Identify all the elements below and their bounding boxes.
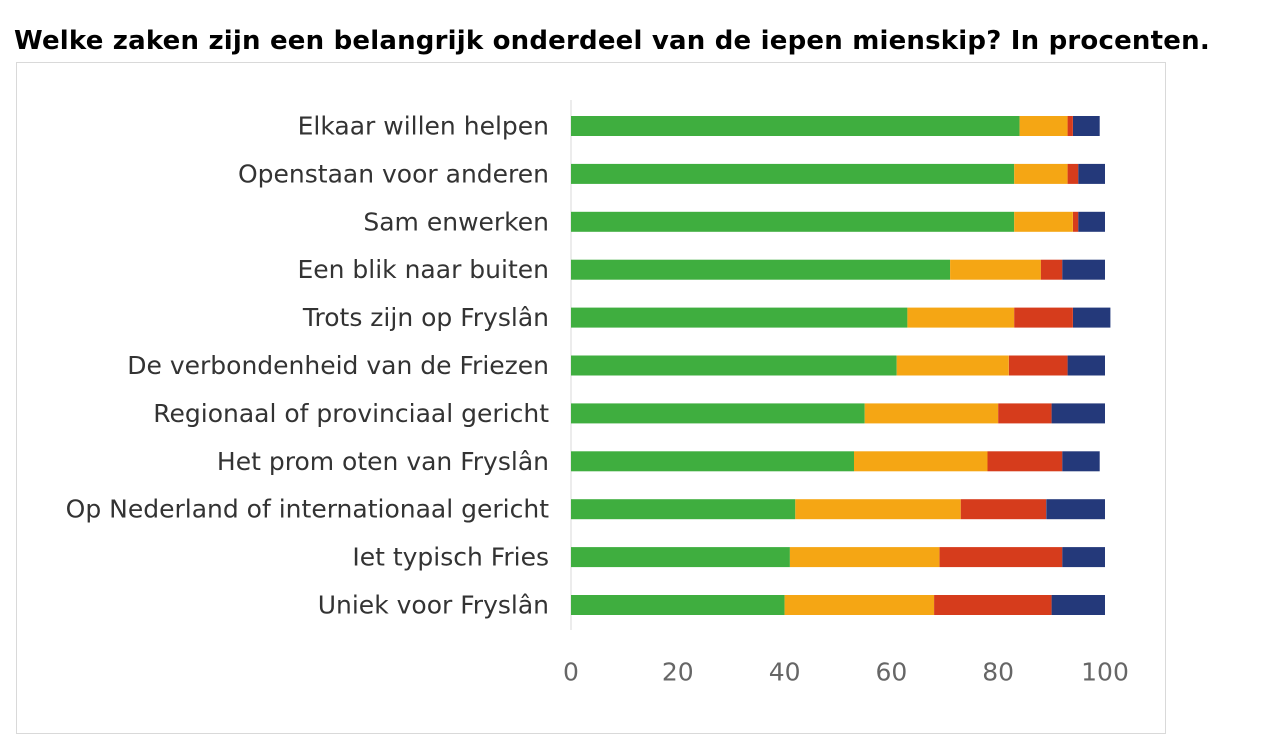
bar-segment [571, 211, 1015, 232]
bar-segment [571, 499, 796, 520]
chart-title: Welke zaken zijn een belangrijk onderdee… [14, 26, 1210, 56]
bar-segment [1062, 547, 1105, 568]
category-label: Uniek voor Fryslân [318, 591, 549, 620]
bar-segment [571, 307, 908, 328]
category-label: Elkaar willen helpen [298, 112, 549, 141]
bar-segment [571, 451, 854, 472]
x-tick-label: 80 [982, 658, 1014, 687]
bar-segment [998, 403, 1052, 424]
bar-segment [907, 307, 1015, 328]
bar-segment [1008, 355, 1068, 376]
category-label: Sam enwerken [363, 207, 549, 236]
bar-segment [795, 499, 961, 520]
bar-segment [571, 403, 865, 424]
category-label: Regionaal of provinciaal gericht [153, 399, 549, 428]
bar-segment [571, 259, 951, 280]
bar-segment [1073, 307, 1111, 328]
x-tick-label: 100 [1081, 658, 1129, 687]
category-label: Openstaan voor anderen [238, 159, 549, 188]
x-tick-label: 60 [875, 658, 907, 687]
bar-segment [934, 595, 1052, 615]
bar-segment [1014, 307, 1073, 328]
bar-segment [1040, 259, 1063, 280]
bar-segment [1067, 355, 1105, 376]
bar-segment [571, 547, 790, 568]
bar-segment [1019, 116, 1068, 136]
bar-segment [987, 451, 1063, 472]
bar-segment [1073, 211, 1079, 232]
x-tick-label: 0 [563, 658, 579, 687]
bar-segment [939, 547, 1063, 568]
bar-segment [1062, 259, 1105, 280]
bar-segment [896, 355, 1009, 376]
bar-segment [1067, 163, 1079, 184]
bar-segment [1014, 163, 1068, 184]
x-tick-label: 40 [769, 658, 801, 687]
bar-segment [854, 451, 988, 472]
bar-segment [1046, 499, 1105, 520]
bar-segment [571, 595, 785, 615]
category-label: Een blik naar buiten [297, 255, 549, 284]
bar-segment [571, 163, 1015, 184]
bar-segment [960, 499, 1047, 520]
category-label: De verbondenheid van de Friezen [127, 351, 549, 380]
bar-segment [1067, 116, 1073, 136]
bar-segment [1073, 116, 1100, 136]
bar-segment [571, 116, 1020, 136]
category-label: Het prom oten van Fryslân [217, 447, 549, 476]
bar-segment [1078, 211, 1105, 232]
bar-segment [1051, 595, 1105, 615]
bar-segment [1078, 163, 1105, 184]
bar-segment [950, 259, 1041, 280]
bar-segment [571, 355, 897, 376]
bar-segment [1062, 451, 1100, 472]
category-label: Op Nederland of internationaal gericht [66, 495, 550, 524]
category-label: Trots zijn op Fryslân [302, 303, 549, 332]
bar-segment [1051, 403, 1105, 424]
bar-segment [1014, 211, 1073, 232]
x-tick-label: 20 [662, 658, 694, 687]
bar-segment [864, 403, 999, 424]
bar-segment [789, 547, 940, 568]
bar-segment [784, 595, 935, 615]
category-label: Iet typisch Fries [352, 543, 549, 572]
